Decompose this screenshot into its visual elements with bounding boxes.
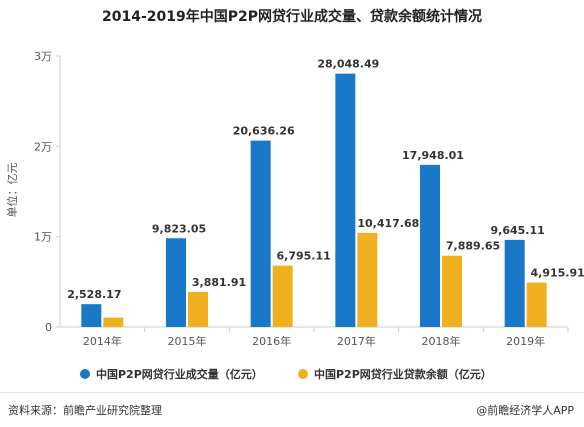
data-label-volume: 9,645.11 xyxy=(491,224,545,237)
chart-title: 2014-2019年中国P2P网贷行业成交量、贷款余额统计情况 xyxy=(101,9,482,25)
data-label-volume: 17,948.01 xyxy=(402,149,464,162)
bar-balance xyxy=(357,232,378,327)
bar-balance xyxy=(442,255,462,327)
bar-volume xyxy=(420,164,440,327)
y-tick-label: 2万 xyxy=(34,140,52,153)
bar-volume xyxy=(335,73,356,328)
data-label-balance: 6,795.11 xyxy=(277,250,331,263)
y-tick-label: 1万 xyxy=(34,231,52,244)
x-tick-label: 2014年 xyxy=(83,334,122,348)
data-label-volume: 9,823.05 xyxy=(152,222,206,235)
y-tick-label: 0 xyxy=(45,321,52,334)
bar-balance xyxy=(188,291,208,327)
legend-swatch-volume xyxy=(80,369,90,379)
y-axis: 0 1万 2万 3万 xyxy=(34,50,61,334)
data-label-volume: 28,048.49 xyxy=(317,58,379,71)
data-label-balance: 7,889.65 xyxy=(446,240,500,253)
y-tick-label: 3万 xyxy=(34,50,52,63)
data-labels: 2,528.17 9,823.05 3,881.91 20,636.26 6,795.1… xyxy=(67,58,584,302)
data-label-balance: 4,915.91 xyxy=(531,267,584,280)
footer: 资料来源：前瞻产业研究院整理 @前瞻经济学人APP xyxy=(0,396,584,427)
bar-volume xyxy=(81,304,102,327)
legend-swatch-balance xyxy=(298,369,308,379)
brand-note: @前瞻经济学人APP xyxy=(476,404,574,417)
x-tick-label: 2017年 xyxy=(337,334,376,348)
legend-label-volume: 中国P2P网贷行业成交量（亿元） xyxy=(96,368,263,381)
data-label-balance: 3,881.91 xyxy=(192,276,246,289)
x-axis: 2014年 2015年 2016年 2017年 2018年 2019年 xyxy=(60,326,569,348)
data-label-volume: 2,528.17 xyxy=(67,288,121,301)
x-tick-label: 2019年 xyxy=(506,334,545,348)
x-tick-label: 2018年 xyxy=(422,334,461,348)
bars xyxy=(81,73,547,328)
bar-balance xyxy=(103,317,124,327)
data-label-balance: 10,417.68 xyxy=(357,217,419,230)
y-axis-label: 单位：亿元 xyxy=(5,163,19,218)
bar-balance xyxy=(272,265,293,327)
footer-divider xyxy=(0,392,584,393)
legend-item-volume: 中国P2P网贷行业成交量（亿元） xyxy=(80,366,263,382)
bar-chart: 0 1万 2万 3万 2014年 2015年 2016年 2017年 2018年 2019年 2… xyxy=(5,50,584,348)
x-tick-label: 2016年 xyxy=(252,334,291,348)
legend: 中国P2P网贷行业成交量（亿元） 中国P2P网贷行业贷款余额（亿元） xyxy=(0,366,584,386)
x-tick-label: 2015年 xyxy=(168,334,207,348)
legend-label-balance: 中国P2P网贷行业贷款余额（亿元） xyxy=(314,368,492,381)
bar-volume xyxy=(250,140,271,327)
source-note: 资料来源：前瞻产业研究院整理 xyxy=(8,404,162,417)
legend-item-balance: 中国P2P网贷行业贷款余额（亿元） xyxy=(298,366,492,382)
data-label-volume: 20,636.26 xyxy=(233,125,295,138)
bar-volume xyxy=(504,239,525,327)
bar-volume xyxy=(166,238,186,327)
bar-balance xyxy=(526,282,547,327)
